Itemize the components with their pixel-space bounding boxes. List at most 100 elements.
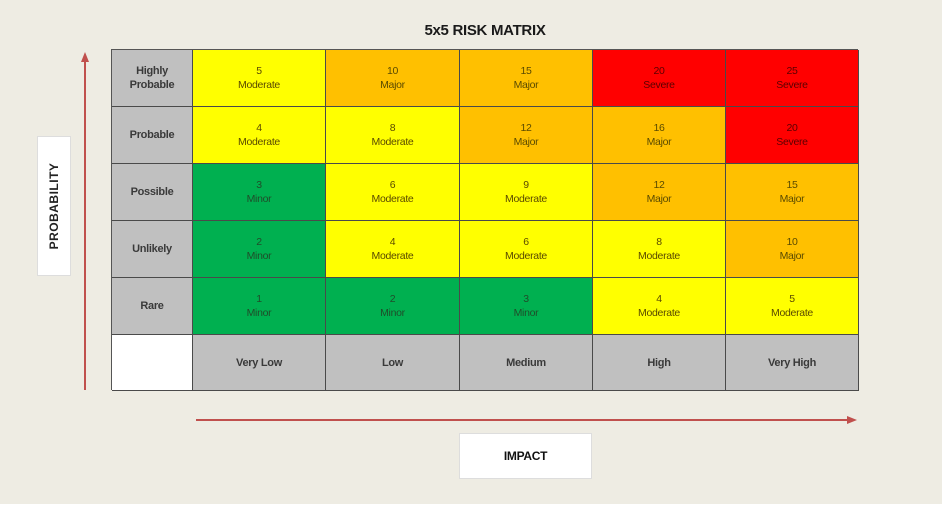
- risk-level: Minor: [380, 307, 405, 319]
- row-label-line1: Unlikely: [132, 243, 172, 255]
- risk-level: Major: [380, 79, 405, 91]
- risk-score: 2: [389, 293, 396, 305]
- risk-level: Minor: [246, 250, 272, 262]
- row-label-2: Possible: [112, 164, 193, 221]
- risk-cell: 12 Major: [460, 107, 593, 164]
- risk-score: 6: [389, 179, 396, 191]
- risk-cell: 5 Moderate: [193, 50, 326, 107]
- risk-score: 9: [523, 179, 529, 191]
- risk-score: 20: [653, 65, 665, 77]
- column-label-text: Medium: [506, 356, 546, 369]
- row-label-3: Unlikely: [112, 221, 193, 278]
- risk-level: Moderate: [638, 307, 680, 319]
- row-label-line1: Probable: [129, 129, 175, 141]
- risk-level: Moderate: [238, 79, 280, 91]
- risk-score: 16: [653, 122, 665, 134]
- row-label-4: Rare: [112, 278, 193, 335]
- risk-level: Moderate: [771, 307, 813, 319]
- risk-score: 8: [656, 236, 662, 248]
- risk-cell: 16 Major: [593, 107, 726, 164]
- column-label-text: High: [647, 356, 671, 369]
- column-label-2: Medium: [460, 335, 593, 391]
- risk-cell: 6 Moderate: [326, 164, 460, 221]
- risk-score: 4: [256, 122, 262, 134]
- probability-text: PROBABILITY: [47, 162, 61, 250]
- risk-level: Moderate: [371, 250, 414, 262]
- risk-score: 12: [520, 122, 532, 134]
- risk-cell: 15 Major: [726, 164, 859, 221]
- risk-cell: 10 Major: [326, 50, 460, 107]
- risk-level: Major: [779, 193, 805, 205]
- risk-level: Major: [779, 250, 805, 262]
- risk-level: Minor: [246, 307, 272, 319]
- column-label-1: Low: [326, 335, 460, 391]
- risk-level: Major: [646, 136, 672, 148]
- risk-cell: 3 Minor: [460, 278, 593, 335]
- risk-cell: 5 Moderate: [726, 278, 859, 335]
- impact-axis-label: IMPACT: [459, 433, 592, 479]
- risk-score: 4: [389, 236, 396, 248]
- risk-score: 8: [389, 122, 396, 134]
- risk-score: 20: [786, 122, 798, 134]
- probability-arrow-icon: [81, 52, 89, 390]
- risk-level: Moderate: [371, 136, 414, 148]
- risk-score: 5: [789, 293, 795, 305]
- risk-level: Moderate: [505, 193, 547, 205]
- risk-cell: 8 Moderate: [593, 221, 726, 278]
- row-label-line1: Rare: [140, 300, 164, 312]
- risk-level: Major: [513, 79, 539, 91]
- row-label-1: Probable: [112, 107, 193, 164]
- probability-axis-label: PROBABILITY: [37, 136, 71, 276]
- risk-score: 25: [786, 65, 798, 77]
- risk-score: 15: [786, 179, 798, 191]
- row-label-line1: Possible: [130, 186, 174, 198]
- risk-level: Moderate: [638, 250, 680, 262]
- risk-level: Moderate: [238, 136, 280, 148]
- row-label-line2: Probable: [129, 79, 175, 91]
- risk-score: 15: [520, 65, 532, 77]
- risk-cell: 1 Minor: [193, 278, 326, 335]
- risk-level: Major: [646, 193, 672, 205]
- risk-cell: 8 Moderate: [326, 107, 460, 164]
- risk-score: 4: [656, 293, 662, 305]
- risk-cell: 20 Severe: [726, 107, 859, 164]
- risk-cell: 4 Moderate: [326, 221, 460, 278]
- risk-cell: 6 Moderate: [460, 221, 593, 278]
- risk-matrix-grid: Highly Probable 5 Moderate 10 Major 15 Major 20 S…: [111, 49, 859, 391]
- column-label-text: Very Low: [236, 356, 282, 369]
- risk-cell: 4 Moderate: [593, 278, 726, 335]
- risk-cell: 9 Moderate: [460, 164, 593, 221]
- risk-level: Moderate: [505, 250, 547, 262]
- risk-score: 6: [523, 236, 529, 248]
- risk-score: 12: [653, 179, 665, 191]
- risk-level: Severe: [643, 79, 675, 91]
- risk-score: 5: [256, 65, 262, 77]
- risk-score: 10: [386, 65, 399, 77]
- risk-cell: 12 Major: [593, 164, 726, 221]
- column-label-text: Low: [381, 356, 404, 369]
- risk-cell: 2 Minor: [326, 278, 460, 335]
- risk-score: 3: [256, 179, 262, 191]
- column-label-0: Very Low: [193, 335, 326, 391]
- risk-cell: 4 Moderate: [193, 107, 326, 164]
- risk-level: Major: [513, 136, 539, 148]
- risk-cell: 3 Minor: [193, 164, 326, 221]
- corner-cell: [112, 335, 193, 391]
- matrix-title: 5x5 RISK MATRIX: [424, 22, 546, 39]
- impact-arrow-icon: [196, 416, 857, 424]
- risk-cell: 20 Severe: [593, 50, 726, 107]
- risk-score: 2: [256, 236, 262, 248]
- column-label-4: Very High: [726, 335, 859, 391]
- risk-score: 1: [256, 293, 262, 305]
- risk-level: Severe: [776, 136, 808, 148]
- risk-cell: 15 Major: [460, 50, 593, 107]
- risk-level: Minor: [246, 193, 272, 205]
- risk-cell: 10 Major: [726, 221, 859, 278]
- risk-cell: 25 Severe: [726, 50, 859, 107]
- risk-cell: 2 Minor: [193, 221, 326, 278]
- risk-level: Moderate: [371, 193, 414, 205]
- risk-level: Severe: [776, 79, 808, 91]
- row-label-line1: Highly: [136, 65, 168, 77]
- risk-score: 10: [786, 236, 798, 248]
